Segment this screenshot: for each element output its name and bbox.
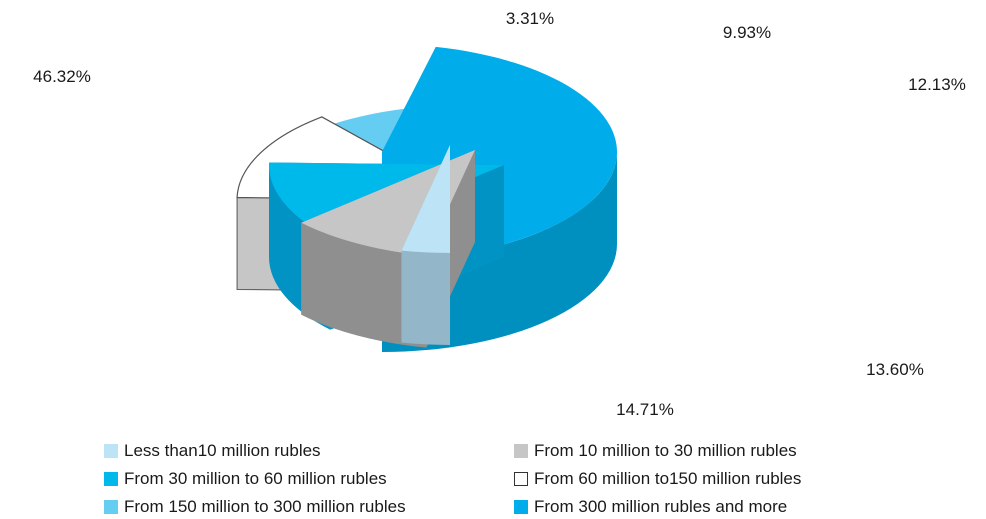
legend-label: Less than10 million rubles — [124, 441, 321, 460]
legend-swatch — [514, 500, 528, 514]
slice-percent-label: 12.13% — [908, 75, 966, 94]
legend-label: From 300 million rubles and more — [534, 497, 788, 516]
legend-swatch — [104, 500, 118, 514]
legend-swatch — [104, 472, 118, 486]
legend-item-less-than-10m: Less than10 million rubles — [104, 439, 321, 463]
pie-slice — [401, 145, 450, 345]
pie-chart: 3.31% 9.93% 12.13% 13.60% 14.71% 46.32% — [33, 9, 966, 419]
legend-item-10m-30m: From 10 million to 30 million rubles — [514, 439, 797, 463]
slice-percent-label: 46.32% — [33, 67, 91, 86]
legend-label: From 10 million to 30 million rubles — [534, 441, 797, 460]
legend-item-150m-300m: From 150 million to 300 million rubles — [104, 495, 406, 519]
legend-item-30m-60m: From 30 million to 60 million rubles — [104, 467, 387, 491]
slice-percent-label: 3.31% — [506, 9, 554, 28]
slice-percent-label: 9.93% — [723, 23, 771, 42]
legend-label: From 30 million to 60 million rubles — [124, 469, 387, 488]
slice-outer-wall — [301, 222, 427, 348]
slice-percent-label: 13.60% — [866, 360, 924, 379]
legend-swatch — [514, 444, 528, 458]
legend-label: From 150 million to 300 million rubles — [124, 497, 406, 516]
legend-label: From 60 million to150 million rubles — [534, 469, 802, 488]
legend-item-300m-plus: From 300 million rubles and more — [514, 495, 787, 519]
slice-top — [401, 145, 450, 253]
legend-swatch — [104, 444, 118, 458]
slice-percent-label: 14.71% — [616, 400, 674, 419]
slice-outer-wall — [401, 250, 450, 345]
legend-item-60m-150m: From 60 million to150 million rubles — [514, 467, 801, 491]
legend-swatch — [514, 472, 528, 486]
